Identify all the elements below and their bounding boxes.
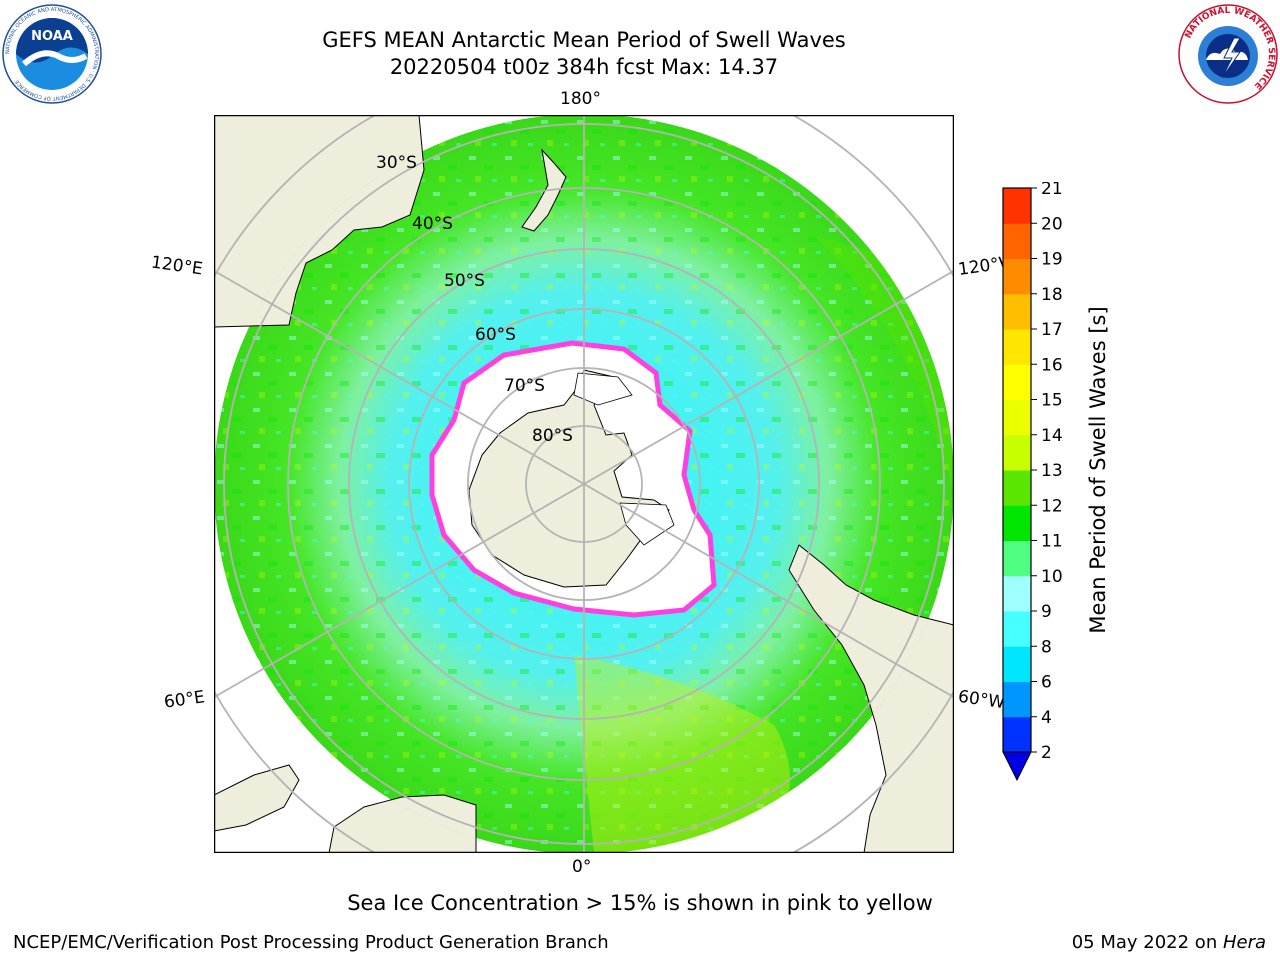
colorbar-tick-label: 19 — [1041, 250, 1063, 270]
colorbar-segment — [1003, 293, 1031, 330]
noaa-logo: NATIONAL OCEANIC AND ATMOSPHERIC ADMINIS… — [2, 4, 102, 104]
colorbar-segment — [1003, 223, 1031, 259]
colorbar-tick-label: 15 — [1041, 391, 1063, 411]
lat-label-50s: 50°S — [444, 271, 485, 291]
colorbar-tick-label: 9 — [1041, 602, 1052, 622]
lat-label-80s: 80°S — [532, 426, 573, 446]
colorbar-tick-label: 2 — [1041, 743, 1052, 763]
colorbar: 2 4 6 8 9 10 11 12 13 14 15 16 17 18 19 20 21 — [1002, 182, 1063, 782]
colorbar-segment — [1003, 611, 1031, 647]
colorbar-tick-label: 12 — [1041, 496, 1063, 516]
host-name: Hera — [1222, 932, 1266, 953]
antarctica-land — [468, 369, 670, 588]
colorbar-extend-arrow — [1002, 751, 1032, 782]
lat-label-70s: 70°S — [504, 376, 545, 396]
sea-ice-footnote: Sea Ice Concentration > 15% is shown in … — [347, 891, 933, 915]
lon-label-120e: 120°E — [149, 252, 204, 280]
new-zealand-land — [521, 148, 567, 232]
colorbar-tick-label: 17 — [1041, 320, 1063, 340]
colorbar-tick-label: 8 — [1041, 637, 1052, 657]
chart-title: GEFS MEAN Antarctic Mean Period of Swell… — [322, 28, 846, 52]
colorbar-segment — [1003, 434, 1031, 471]
colorbar-segment — [1003, 505, 1031, 541]
colorbar-label: Mean Period of Swell Waves [s] — [1086, 306, 1110, 634]
colorbar-segment — [1003, 399, 1031, 436]
colorbar-segment — [1003, 646, 1031, 682]
colorbar-segment — [1003, 575, 1031, 612]
colorbar-segment — [1003, 188, 1031, 224]
lat-label-40s: 40°S — [412, 214, 453, 234]
colorbar-tick-label: 4 — [1041, 708, 1052, 728]
colorbar-segment — [1003, 716, 1031, 753]
nws-logo: NATIONAL WEATHER SERVICE — [1178, 4, 1278, 104]
colorbar-tick-label: 14 — [1041, 426, 1063, 446]
madagascar-land — [214, 764, 300, 832]
colorbar-segment — [1003, 681, 1031, 718]
lon-label-60e: 60°E — [162, 687, 207, 713]
colorbar-segment — [1003, 364, 1031, 400]
lat-label-30s: 30°S — [376, 153, 417, 173]
colorbar-segment — [1003, 258, 1031, 295]
svg-text:NOAA: NOAA — [31, 29, 73, 44]
chart-subtitle: 20220504 t00z 384h fcst Max: 14.37 — [389, 55, 779, 79]
date-line: 05 May 2022 on Hera — [1072, 932, 1266, 953]
colorbar-tick-label: 11 — [1041, 532, 1063, 552]
lon-label-180: 180° — [560, 89, 601, 109]
ross-ice-shelf — [573, 372, 633, 406]
colorbar-tick-label: 6 — [1041, 673, 1052, 693]
polar-map: 30°S 40°S 50°S 60°S 70°S 80°S — [214, 115, 954, 853]
colorbar-tick-label: 10 — [1041, 567, 1063, 587]
colorbar-tick-label: 18 — [1041, 285, 1063, 305]
credit-line: NCEP/EMC/Verification Post Processing Pr… — [13, 932, 609, 953]
lat-label-60s: 60°S — [475, 325, 516, 345]
colorbar-segment — [1003, 470, 1031, 506]
colorbar-tick-label: 20 — [1041, 214, 1063, 234]
date-text: 05 May 2022 on — [1071, 932, 1223, 953]
colorbar-tick-label: 13 — [1041, 461, 1063, 481]
lon-label-0: 0° — [572, 857, 592, 877]
colorbar-tick-label: 16 — [1041, 355, 1063, 375]
colorbar-tick-label: 21 — [1041, 182, 1063, 199]
colorbar-segment — [1003, 329, 1031, 365]
colorbar-segment — [1003, 540, 1031, 577]
